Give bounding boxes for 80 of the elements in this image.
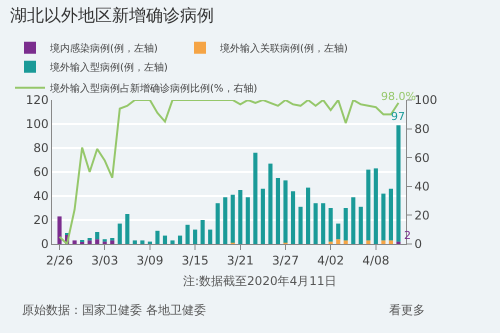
bar [374, 168, 378, 244]
bar [162, 236, 168, 244]
bar [276, 178, 280, 244]
bar [57, 216, 62, 244]
y-tick-label: 80 [33, 141, 49, 156]
bar [95, 239, 100, 244]
bar [314, 203, 318, 244]
y2-tick-label: 20 [414, 208, 430, 222]
y-tick-label: 100 [26, 117, 49, 132]
bar [110, 240, 114, 244]
legend-label: 境外输入关联病例(例，左轴) [219, 42, 348, 55]
y2-tick-label: 100 [414, 93, 438, 108]
bar [321, 203, 326, 244]
bar [140, 240, 144, 244]
y-tick-label: 60 [33, 165, 49, 180]
bar [155, 230, 160, 244]
legend-label: 境外输入型病例占新增确诊病例比例(%，右轴) [49, 82, 258, 95]
bar [388, 188, 394, 240]
bar [298, 206, 303, 244]
bar [381, 240, 386, 244]
bar [208, 230, 212, 244]
bar [388, 240, 394, 244]
data-label: 97 [391, 110, 405, 123]
bar [186, 224, 190, 244]
bar [230, 194, 235, 243]
text: 看更多 [389, 303, 425, 317]
y-tick-label: 0 [40, 237, 49, 252]
bar [178, 236, 182, 244]
bar [268, 164, 272, 244]
x-tick-label: 4/08 [362, 253, 390, 268]
y2-tick-label: 40 [414, 180, 430, 194]
x-tick-label: 2/26 [46, 253, 74, 268]
bar [216, 203, 220, 244]
bar [260, 188, 265, 244]
y2-tick-label: 60 [414, 150, 430, 165]
bar [102, 239, 107, 242]
bar [118, 224, 122, 244]
bar [238, 190, 242, 244]
bar [170, 240, 175, 244]
bar [253, 152, 258, 244]
bar [328, 208, 333, 242]
bar [193, 230, 198, 244]
bar [344, 240, 348, 244]
bar [336, 239, 340, 244]
y2-tick-label: 0 [414, 237, 422, 252]
bar [396, 125, 401, 242]
bar [72, 240, 77, 244]
x-tick-label: 3/15 [182, 253, 209, 268]
bar [366, 240, 370, 244]
bar [344, 208, 348, 240]
bar [200, 220, 205, 244]
bar [132, 240, 137, 244]
bar [358, 206, 363, 244]
legend-label: 境内感染病例(例，左轴) [49, 42, 158, 55]
text: 注:数据截至2020年4月11日 [183, 274, 336, 288]
y-tick-label: 40 [33, 189, 49, 204]
bar [290, 191, 296, 244]
bar [88, 240, 92, 244]
x-tick-label: 3/21 [226, 253, 254, 268]
bar [95, 232, 100, 240]
chart-title: 湖北以外地区新增确诊病例 [10, 6, 214, 26]
legend-label: 境外输入型病例(例，左轴) [49, 62, 168, 74]
bar [366, 170, 370, 240]
y2-tick-label: 80 [414, 122, 430, 136]
x-tick-label: 3/09 [136, 253, 164, 268]
x-tick-label: 4/02 [317, 253, 344, 268]
bar [125, 214, 130, 244]
text: 原始数据：国家卫健委 各地卫健委 [22, 303, 206, 317]
x-tick-label: 3/03 [91, 253, 118, 268]
bar [246, 197, 250, 244]
y-tick-label: 20 [33, 213, 49, 228]
bar [381, 194, 386, 240]
y-tick-label: 120 [26, 93, 49, 108]
x-tick-label: 3/27 [272, 253, 299, 268]
bar [306, 188, 310, 244]
bar [223, 197, 228, 244]
data-label: 98.0% [380, 90, 416, 104]
bar [283, 180, 288, 243]
bar [351, 197, 356, 244]
bar [336, 224, 340, 240]
